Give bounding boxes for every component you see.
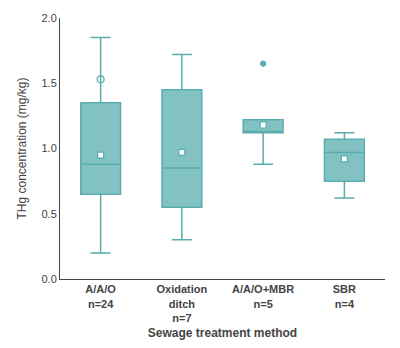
svg-text:0.5: 0.5 — [42, 208, 57, 220]
svg-text:2.0: 2.0 — [42, 12, 57, 24]
svg-text:A/A/On=24: A/A/On=24 — [85, 283, 116, 309]
svg-text:0.0: 0.0 — [42, 273, 57, 285]
svg-text:1.5: 1.5 — [42, 77, 57, 89]
svg-text:Oxidationditchn=7: Oxidationditchn=7 — [157, 283, 208, 324]
svg-text:1.0: 1.0 — [42, 142, 57, 154]
svg-text:A/A/O+MBRn=5: A/A/O+MBRn=5 — [232, 283, 294, 309]
svg-text:SBRn=4: SBRn=4 — [333, 283, 356, 309]
svg-text:THg concentration (mg/kg): THg concentration (mg/kg) — [15, 77, 29, 219]
svg-text:Sewage treatment method: Sewage treatment method — [148, 326, 297, 340]
